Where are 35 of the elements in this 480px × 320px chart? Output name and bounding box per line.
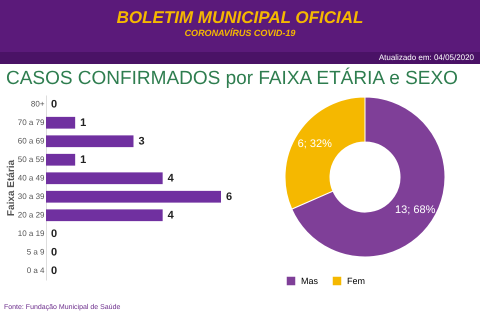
data-label: 0 (51, 264, 58, 277)
bar (46, 116, 76, 129)
y-axis-title: Faixa Etária (6, 159, 17, 216)
y-tick-label: 50 a 59 (18, 154, 46, 164)
y-tick-label: 60 a 69 (18, 136, 46, 146)
data-label: 0 (51, 98, 58, 110)
data-label: 13; 68% (395, 204, 436, 216)
text: Atualizado em: 04/05/2020 (0, 52, 480, 64)
data-label: 4 (168, 209, 175, 222)
y-tick-label: 20 a 29 (18, 210, 46, 220)
data-label: 1 (80, 116, 86, 129)
y-tick-label: 10 a 19 (18, 228, 46, 238)
y-tick-label: 70 a 79 (18, 118, 46, 127)
data-label: 0 (51, 228, 58, 240)
bar (46, 209, 163, 222)
y-tick-label: 80+ (30, 99, 45, 108)
text: CASOS CONFIRMADOS por FAIXA ETÁRIA e SEXO (5, 66, 459, 90)
legend-label: Mas (301, 276, 318, 286)
y-tick-label: 40 a 49 (18, 173, 46, 182)
data-label: 0 (51, 246, 58, 258)
text: CORONAVÍRUS COVID-19 (184, 28, 296, 38)
y-tick-label: 30 a 39 (18, 192, 46, 201)
bar (46, 135, 134, 148)
data-label: 1 (80, 154, 86, 166)
data-label: 4 (168, 172, 175, 184)
data-label: 6 (226, 190, 232, 203)
legend-label: Fem (347, 276, 365, 286)
bar (46, 172, 163, 184)
data-label: 3 (138, 135, 145, 148)
data-label: 6; 32% (298, 138, 332, 150)
bar (46, 154, 76, 166)
bar (46, 190, 221, 203)
text: BOLETIM MUNICIPAL OFICIAL (116, 8, 364, 28)
y-tick-label: 5 a 9 (26, 247, 46, 256)
y-tick-label: 0 a 4 (26, 266, 46, 275)
